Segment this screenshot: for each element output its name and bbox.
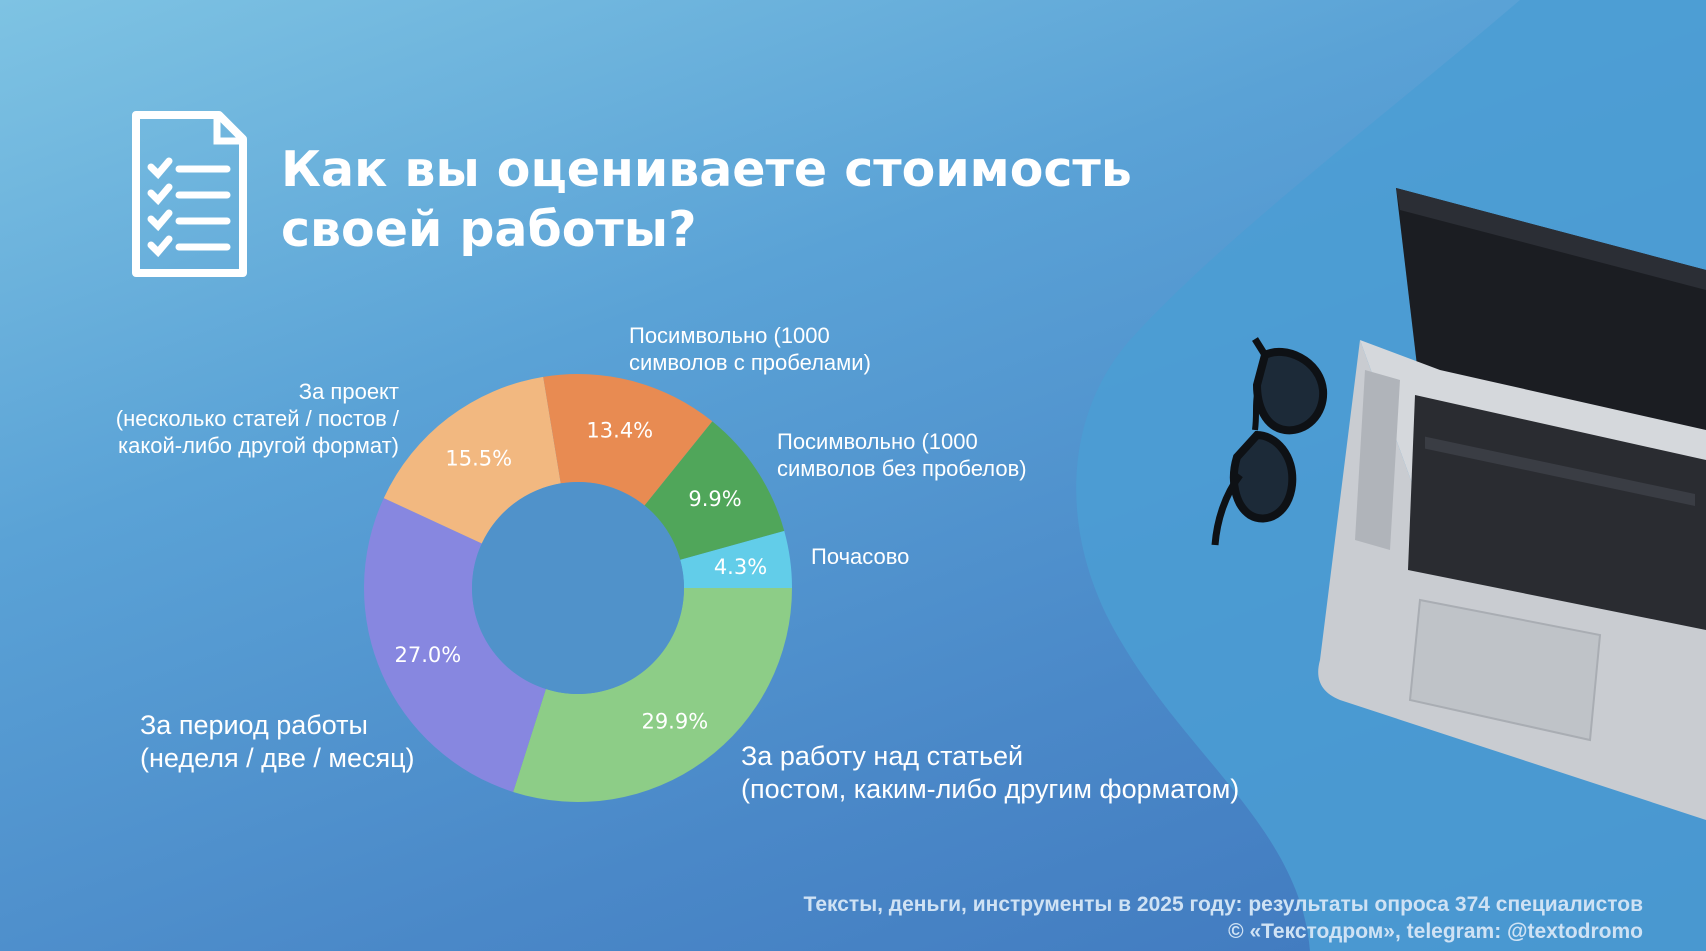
donut-value-label-2: 27.0% [395, 643, 462, 667]
donut-value-label-1: 29.9% [641, 709, 708, 733]
donut-slice-5 [644, 421, 785, 560]
donut-slice-4 [543, 374, 713, 506]
footer-line-1: Тексты, деньги, инструменты в 2025 году:… [803, 893, 1643, 916]
donut-slice-0 [680, 530, 792, 588]
label-per-char-with-spaces: Посимвольно (1000 символов с пробелами) [629, 323, 871, 375]
donut-hole [472, 482, 684, 694]
donut-value-label-3: 15.5% [445, 446, 512, 470]
donut-slice-3 [383, 376, 561, 544]
label-per-article: За работу над статьей (постом, каким-либ… [741, 741, 1240, 804]
source-footer: Тексты, деньги, инструменты в 2025 году:… [804, 891, 1643, 945]
label-per-char-without-spaces: Посимвольно (1000 символов без пробелов) [777, 429, 1027, 481]
donut-value-label-0: 4.3% [714, 555, 767, 579]
page-title: Как вы оцениваете стоимость своей работы… [281, 141, 1132, 258]
donut-slice-1 [513, 588, 792, 802]
glasses-photo [1211, 337, 1328, 546]
donut-value-label-4: 13.4% [586, 418, 653, 442]
checklist-document-icon [132, 111, 247, 277]
donut-slice-2 [364, 498, 546, 792]
laptop-photo [1318, 188, 1706, 820]
donut-value-label-5: 9.9% [688, 487, 741, 511]
label-hourly: Почасово [811, 544, 910, 569]
label-per-period: За период работы (неделя / две / месяц) [140, 710, 415, 773]
footer-line-2: © «Текстодром», telegram: @textodromo [1228, 920, 1643, 943]
label-per-project: За проект (несколько статей / постов / к… [115, 379, 399, 458]
